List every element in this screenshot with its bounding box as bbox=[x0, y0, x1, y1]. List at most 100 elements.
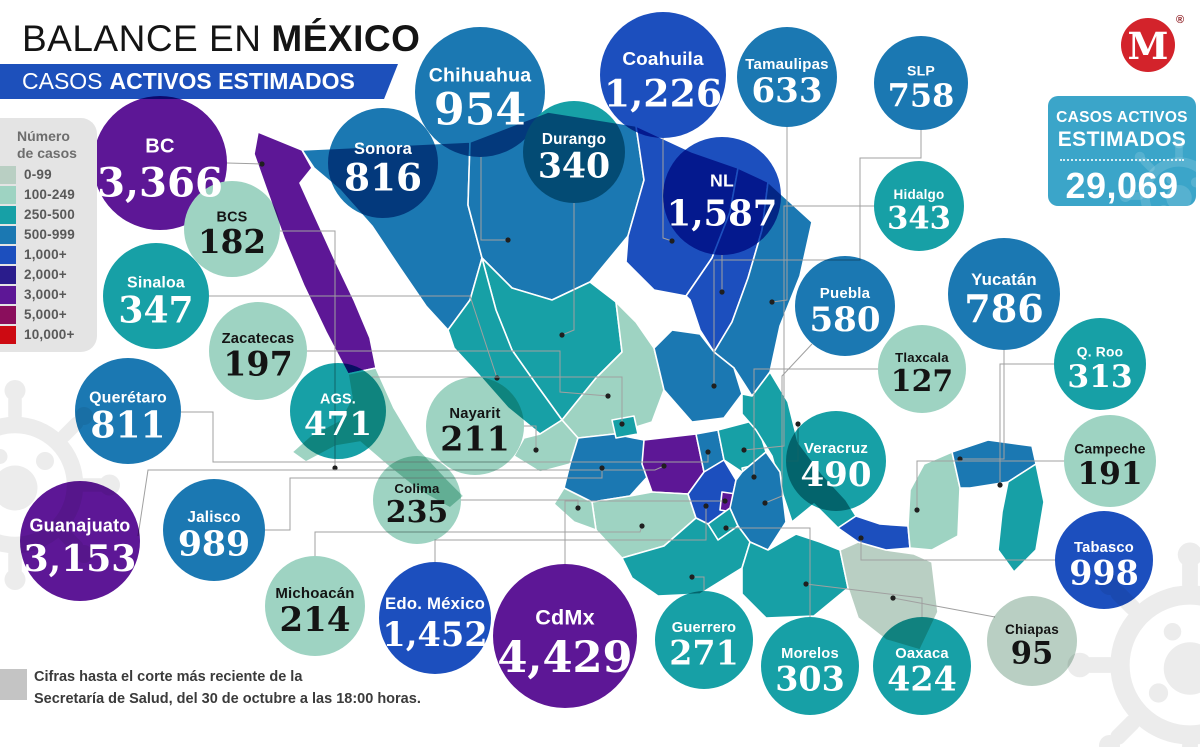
connector-dot-BCS bbox=[332, 465, 338, 471]
connector-line-Q. Roo bbox=[999, 363, 1054, 485]
legend-row: 250-500 bbox=[0, 205, 97, 225]
connector-line-Querétaro bbox=[181, 411, 709, 463]
title-regular: BALANCE EN bbox=[22, 18, 262, 59]
connector-line-Durango bbox=[561, 203, 575, 336]
connector-dot-Sinaloa bbox=[494, 375, 500, 381]
bubble-Durango bbox=[523, 101, 625, 203]
connector-line-Coahuila bbox=[662, 138, 673, 242]
bubble-Edo. México bbox=[379, 562, 491, 674]
bubble-Guerrero bbox=[655, 591, 753, 689]
bubble-label-Veracruz: Veracruz bbox=[804, 440, 868, 457]
bubble-Puebla bbox=[795, 256, 895, 356]
footnote: Cifras hasta el corte más reciente de la… bbox=[34, 666, 421, 710]
connector-dot-Q. Roo bbox=[997, 482, 1003, 488]
connector-line-Zacatecas bbox=[307, 350, 609, 397]
connector-dot-Guerrero bbox=[689, 574, 695, 580]
connector-dot-Puebla bbox=[762, 500, 768, 506]
bubble-label-Colima: Colima bbox=[394, 481, 440, 496]
legend-row: 10,000+ bbox=[0, 325, 97, 345]
bubble-value-Hidalgo: 343 bbox=[887, 201, 951, 237]
bubble-Q. Roo bbox=[1054, 318, 1146, 410]
bubble-Querétaro bbox=[75, 358, 181, 464]
banner-regular: CASOS bbox=[22, 68, 103, 94]
connector-dot-NL bbox=[719, 289, 725, 295]
summary-line1: CASOS ACTIVOS bbox=[1056, 109, 1188, 126]
bubble-value-Edo. México: 1,452 bbox=[382, 614, 487, 654]
bubble-label-Edo. México: Edo. México bbox=[385, 594, 485, 613]
state-shape-Q. Roo bbox=[997, 463, 1045, 573]
bubble-Yucatán bbox=[948, 238, 1060, 350]
footer-marker bbox=[0, 669, 27, 700]
bubble-Hidalgo bbox=[874, 161, 964, 251]
connector-line-Chiapas bbox=[892, 597, 996, 618]
bubble-value-Campeche: 191 bbox=[1077, 456, 1142, 492]
bubble-value-BC: 3,366 bbox=[97, 160, 223, 207]
connector-line-Edo. México bbox=[434, 506, 707, 562]
registered-mark: ® bbox=[1176, 14, 1185, 26]
bubble-label-Jalisco: Jalisco bbox=[187, 509, 240, 526]
bubble-value-Colima: 235 bbox=[386, 495, 448, 530]
legend-label: 3,000+ bbox=[24, 287, 67, 303]
footnote-line1: Cifras hasta el corte más reciente de la bbox=[34, 669, 303, 685]
bubble-value-SLP: 758 bbox=[888, 77, 955, 115]
bubble-label-Hidalgo: Hidalgo bbox=[894, 187, 945, 202]
bubble-value-Yucatán: 786 bbox=[964, 286, 1044, 331]
legend-row: 0-99 bbox=[0, 165, 97, 185]
bubble-label-BC: BC bbox=[145, 135, 174, 157]
dotted-divider bbox=[1060, 159, 1184, 161]
connector-line-Morelos bbox=[726, 527, 811, 617]
bubble-BCS bbox=[184, 181, 280, 277]
bubble-label-CdMx: CdMx bbox=[535, 604, 595, 629]
bubble-label-Durango: Durango bbox=[542, 131, 606, 148]
connector-line-CdMx bbox=[564, 500, 725, 564]
connector-line-BC bbox=[226, 162, 263, 165]
bubble-value-Sonora: 816 bbox=[344, 156, 422, 200]
bubble-Coahuila bbox=[600, 12, 726, 138]
bubble-value-AGS.: 471 bbox=[304, 404, 372, 443]
legend-items: 0-99 100-249 250-500 500-999 1,000+ 2,000+ 3,0… bbox=[0, 165, 97, 345]
bubble-value-Guanajuato: 3,153 bbox=[24, 538, 137, 580]
bubble-label-SLP: SLP bbox=[907, 62, 935, 78]
connector-line-Puebla bbox=[764, 343, 813, 504]
bubble-Tabasco bbox=[1055, 511, 1153, 609]
bubble-Michoacán bbox=[265, 556, 365, 656]
bubble-value-Querétaro: 811 bbox=[90, 405, 165, 447]
subtitle-banner: CASOS ACTIVOS ESTIMADOS bbox=[0, 64, 398, 99]
bubble-label-Sonora: Sonora bbox=[354, 140, 413, 158]
bubble-value-Oaxaca: 424 bbox=[887, 660, 957, 699]
bubble-label-Yucatán: Yucatán bbox=[971, 270, 1037, 289]
connector-dot-Guanajuato bbox=[661, 463, 667, 469]
legend-title-line2: de casos bbox=[17, 144, 77, 161]
bubble-label-Q. Roo: Q. Roo bbox=[1077, 345, 1123, 360]
bubble-Veracruz bbox=[786, 411, 886, 511]
bubble-value-CdMx: 4,429 bbox=[497, 632, 632, 683]
state-bubbles bbox=[20, 12, 1156, 715]
connector-dot-Nayarit bbox=[533, 447, 539, 453]
connector-dot-BC bbox=[259, 161, 265, 167]
connector-dot-Morelos bbox=[723, 525, 729, 531]
bubble-value-Chihuahua: 954 bbox=[434, 84, 526, 136]
connector-dot-Chihuahua bbox=[505, 237, 511, 243]
connector-lines bbox=[137, 127, 1064, 618]
bubble-value-Durango: 340 bbox=[538, 146, 610, 187]
bubble-Colima bbox=[373, 456, 461, 544]
bubble-Zacatecas bbox=[209, 302, 307, 400]
bubble-value-Tamaulipas: 633 bbox=[752, 71, 823, 111]
connector-dot-Yucatán bbox=[957, 456, 963, 462]
connector-dot-AGS. bbox=[619, 421, 625, 427]
bubble-AGS. bbox=[290, 363, 386, 459]
legend-swatch-1,000+ bbox=[0, 246, 16, 265]
bubble-value-Chiapas: 95 bbox=[1011, 636, 1054, 672]
connector-line-Nayarit bbox=[524, 425, 537, 450]
bubble-label-Tabasco: Tabasco bbox=[1074, 540, 1134, 556]
connector-dot-Tamaulipas bbox=[769, 299, 775, 305]
logo-letter: M bbox=[1127, 24, 1169, 68]
bubble-value-Veracruz: 490 bbox=[801, 455, 872, 495]
connector-dot-Tlaxcala bbox=[751, 474, 757, 480]
legend-swatch-500-999 bbox=[0, 226, 16, 245]
connector-line-Michoacán bbox=[314, 525, 643, 556]
state-shape-Guerrero bbox=[621, 517, 751, 597]
connector-line-Campeche bbox=[916, 460, 1064, 510]
connector-line-Yucatán bbox=[960, 350, 1005, 460]
